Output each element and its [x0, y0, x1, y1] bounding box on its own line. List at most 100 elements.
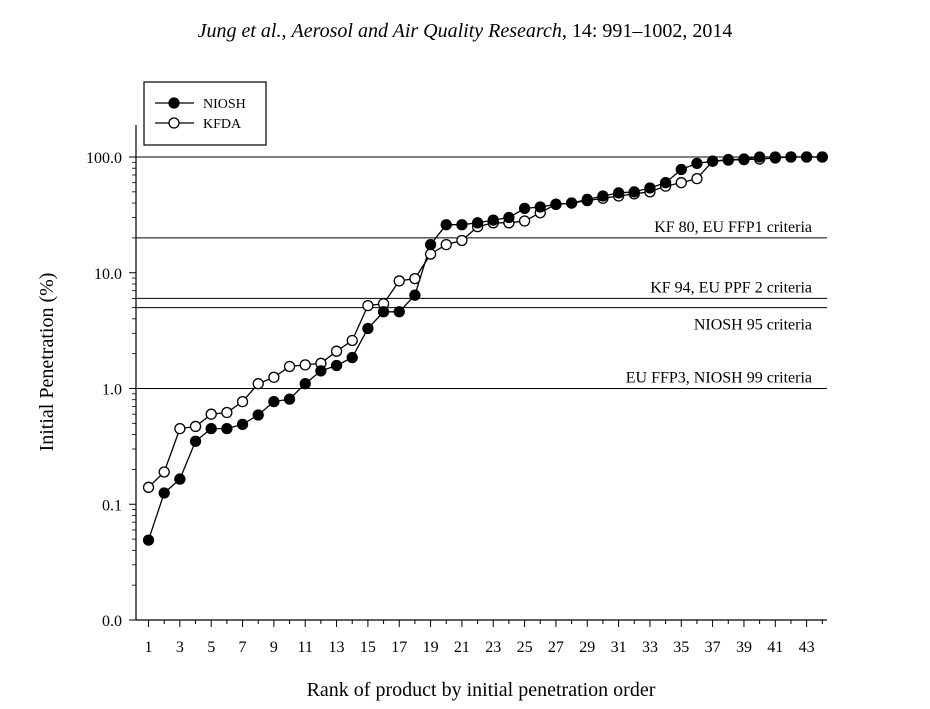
- point-niosh: [142, 534, 155, 546]
- y-tick-label: 10.0: [94, 266, 122, 283]
- citation-journal: Aerosol and Air Quality Research: [291, 20, 562, 42]
- point-niosh: [785, 151, 797, 163]
- legend-marker: [168, 97, 180, 109]
- point-niosh: [628, 186, 640, 198]
- point-niosh: [612, 187, 625, 199]
- point-niosh: [409, 289, 421, 301]
- point-niosh: [174, 473, 186, 485]
- point-niosh: [205, 422, 217, 435]
- reference-lines: KF 80, EU FFP1 criteria KF 94, EU PPF 2 c…: [136, 156, 827, 389]
- point-niosh: [393, 306, 405, 318]
- point-kfda: [424, 248, 437, 260]
- x-tick-label: 5: [207, 639, 215, 656]
- point-kfda: [518, 215, 531, 227]
- point-niosh: [565, 197, 578, 209]
- x-tick-label: 25: [517, 639, 533, 656]
- y-axis-label: Initial Penetration (%): [36, 273, 58, 452]
- point-kfda: [236, 395, 249, 408]
- reference-line-label: KF 80, EU FFP1 criteria: [654, 219, 812, 236]
- axes: 1 3 5 7 9 11 13 15 17 19 21 23 25 27 29 31 33 35 37 39 41 430…: [86, 125, 827, 656]
- x-tick-label: 17: [391, 639, 407, 656]
- point-niosh: [659, 177, 672, 189]
- x-tick-label: 27: [548, 639, 564, 656]
- x-tick-label: 19: [423, 639, 439, 656]
- series-line-niosh: [147, 156, 823, 541]
- x-tick-label: 37: [705, 639, 721, 656]
- point-niosh: [769, 151, 781, 163]
- point-niosh: [346, 351, 358, 364]
- point-kfda: [205, 408, 217, 420]
- point-niosh: [252, 409, 264, 421]
- point-niosh: [800, 151, 813, 163]
- point-niosh: [722, 153, 734, 166]
- point-niosh: [440, 219, 452, 231]
- x-tick-label: 13: [329, 639, 345, 656]
- point-niosh: [236, 418, 249, 431]
- x-tick-label: 21: [454, 639, 470, 656]
- point-kfda: [330, 345, 343, 357]
- point-kfda: [221, 406, 233, 419]
- point-kfda: [283, 360, 296, 373]
- point-niosh: [738, 153, 750, 165]
- point-kfda: [456, 234, 468, 247]
- point-kfda: [346, 334, 358, 347]
- legend-label: KFDA: [203, 117, 242, 132]
- x-tick-label: 15: [360, 639, 376, 656]
- point-niosh: [581, 193, 593, 206]
- x-tick-label: 7: [239, 639, 247, 656]
- point-niosh: [456, 219, 468, 231]
- x-tick-label: 39: [736, 639, 752, 656]
- point-kfda: [189, 420, 202, 433]
- x-tick-label: 41: [767, 639, 783, 656]
- point-kfda: [362, 299, 374, 312]
- point-niosh: [644, 182, 656, 194]
- x-tick-label: 31: [611, 639, 627, 656]
- point-niosh: [189, 435, 202, 447]
- point-niosh: [816, 151, 828, 163]
- y-tick-label: 100.0: [86, 150, 122, 167]
- x-tick-label: 9: [270, 639, 278, 656]
- point-kfda: [174, 422, 186, 435]
- legend-label: NIOSH: [203, 97, 246, 112]
- legend-box: [143, 81, 267, 146]
- point-niosh: [691, 157, 703, 170]
- x-tick-label: 1: [145, 639, 153, 656]
- point-kfda: [158, 466, 170, 478]
- x-tick-label: 29: [579, 639, 595, 656]
- y-tick-label: 0.0: [102, 613, 122, 630]
- point-niosh: [424, 238, 437, 251]
- x-tick-label: 11: [298, 639, 313, 656]
- point-niosh: [362, 322, 374, 335]
- point-niosh: [753, 151, 766, 163]
- point-kfda: [142, 481, 155, 493]
- citation: Jung et al., Aerosol and Air Quality Res…: [197, 20, 733, 42]
- legend-marker: [168, 117, 180, 129]
- point-niosh: [706, 155, 719, 167]
- citation-details: 14: 991–1002, 2014: [571, 20, 733, 42]
- x-tick-label: 35: [673, 639, 689, 656]
- reference-line-label: NIOSH 95 criteria: [694, 317, 812, 334]
- legend: NIOSH KFDA: [143, 81, 267, 146]
- point-kfda: [299, 359, 311, 371]
- point-niosh: [315, 365, 327, 377]
- point-niosh: [158, 487, 170, 499]
- point-niosh: [377, 306, 390, 318]
- point-niosh: [518, 202, 531, 215]
- x-axis-label: Rank of product by initial penetration o…: [307, 679, 656, 701]
- x-tick-label: 3: [176, 639, 184, 656]
- reference-line-label: EU FFP3, NIOSH 99 criteria: [626, 370, 812, 387]
- point-niosh: [283, 393, 296, 405]
- point-niosh: [471, 217, 484, 229]
- point-kfda: [440, 238, 452, 251]
- point-niosh: [330, 359, 343, 372]
- point-kfda: [268, 371, 280, 383]
- x-tick-label: 43: [799, 639, 815, 656]
- citation-authors: Jung et al.: [197, 20, 282, 42]
- y-tick-label: 0.1: [102, 497, 122, 514]
- point-kfda: [409, 272, 421, 285]
- point-kfda: [691, 173, 703, 185]
- point-niosh: [534, 201, 546, 213]
- point-niosh: [503, 211, 515, 224]
- point-kfda: [393, 275, 405, 287]
